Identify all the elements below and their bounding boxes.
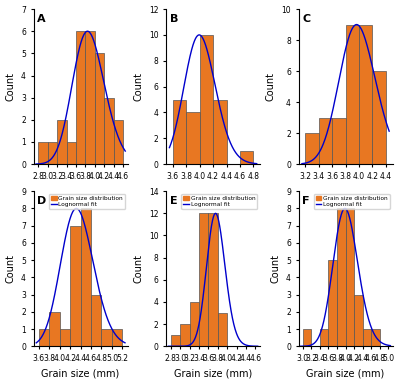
Bar bbox=[49, 312, 60, 346]
Y-axis label: Count: Count bbox=[266, 72, 276, 101]
Bar bbox=[332, 118, 346, 164]
Legend: Grain size distribution, Lognormal fit: Grain size distribution, Lognormal fit bbox=[49, 194, 125, 209]
Bar bbox=[372, 71, 386, 164]
Bar bbox=[114, 120, 123, 164]
Bar bbox=[200, 35, 213, 164]
Bar bbox=[305, 133, 319, 164]
Bar bbox=[320, 329, 328, 346]
Bar bbox=[91, 295, 102, 346]
Bar bbox=[346, 25, 359, 164]
Bar bbox=[346, 209, 354, 346]
Text: A: A bbox=[37, 14, 46, 24]
Bar bbox=[240, 151, 253, 164]
Text: E: E bbox=[170, 196, 178, 206]
Bar bbox=[95, 53, 104, 164]
Bar bbox=[218, 313, 227, 346]
Bar bbox=[70, 226, 81, 346]
Bar bbox=[104, 98, 114, 164]
Bar bbox=[38, 142, 48, 164]
Bar bbox=[328, 260, 337, 346]
Bar bbox=[319, 118, 332, 164]
Bar bbox=[190, 302, 199, 346]
Bar bbox=[354, 295, 363, 346]
Bar bbox=[48, 142, 57, 164]
Bar bbox=[337, 209, 346, 346]
Text: D: D bbox=[37, 196, 47, 206]
Bar bbox=[371, 329, 380, 346]
Y-axis label: Count: Count bbox=[6, 254, 16, 283]
Bar bbox=[199, 214, 208, 346]
Bar bbox=[208, 214, 218, 346]
Y-axis label: Count: Count bbox=[133, 72, 143, 101]
Bar bbox=[60, 329, 70, 346]
Bar bbox=[39, 329, 49, 346]
X-axis label: Grain size (mm): Grain size (mm) bbox=[306, 368, 385, 379]
Bar bbox=[76, 31, 85, 164]
Y-axis label: Count: Count bbox=[6, 72, 16, 101]
Bar bbox=[112, 329, 122, 346]
Bar bbox=[363, 329, 371, 346]
Legend: Grain size distribution, Lognormal fit: Grain size distribution, Lognormal fit bbox=[314, 194, 390, 209]
Bar bbox=[186, 113, 200, 164]
Bar bbox=[66, 142, 76, 164]
X-axis label: Grain size (mm): Grain size (mm) bbox=[42, 368, 120, 379]
Bar bbox=[213, 99, 226, 164]
Bar bbox=[81, 209, 91, 346]
Y-axis label: Count: Count bbox=[270, 254, 280, 283]
Bar bbox=[180, 324, 190, 346]
Y-axis label: Count: Count bbox=[133, 254, 143, 283]
Text: F: F bbox=[302, 196, 310, 206]
Bar bbox=[85, 31, 95, 164]
Legend: Grain size distribution, Lognormal fit: Grain size distribution, Lognormal fit bbox=[182, 194, 257, 209]
Text: B: B bbox=[170, 14, 178, 24]
Bar bbox=[303, 329, 311, 346]
Bar bbox=[102, 329, 112, 346]
Bar bbox=[359, 25, 372, 164]
Bar bbox=[57, 120, 66, 164]
Text: C: C bbox=[302, 14, 310, 24]
Bar bbox=[173, 99, 186, 164]
Bar bbox=[171, 335, 180, 346]
X-axis label: Grain size (mm): Grain size (mm) bbox=[174, 368, 252, 379]
